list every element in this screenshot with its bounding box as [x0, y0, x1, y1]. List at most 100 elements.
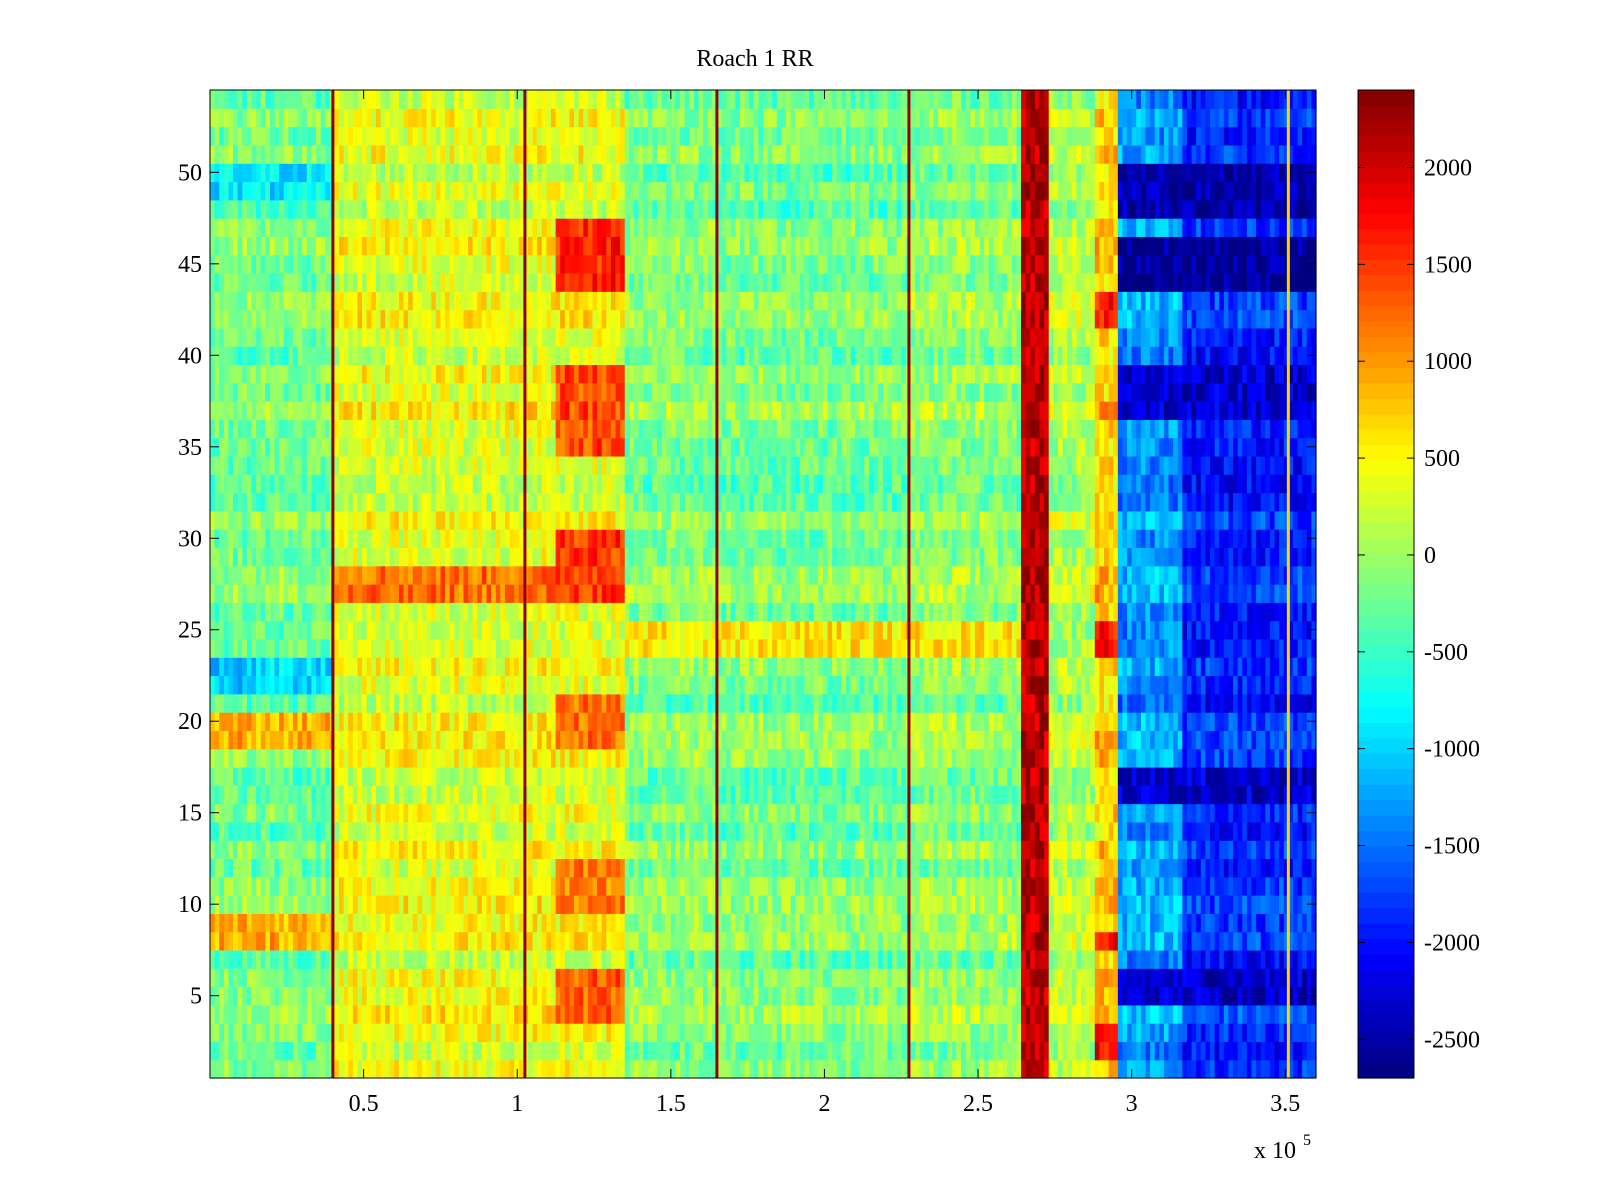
heatmap-cell: [901, 840, 907, 860]
heatmap-cell: [1274, 876, 1280, 896]
heatmap-cell: [1007, 785, 1013, 805]
heatmap-cell: [965, 876, 971, 896]
heatmap-cell: [915, 858, 921, 878]
heatmap-cell: [1311, 949, 1317, 969]
heatmap-cell: [744, 913, 750, 933]
heatmap-cell: [1025, 1041, 1031, 1061]
heatmap-cell: [601, 785, 607, 805]
heatmap-cell: [1104, 712, 1110, 731]
heatmap-cell: [1039, 1004, 1045, 1024]
heatmap-cell: [716, 949, 723, 969]
heatmap-cell: [1048, 876, 1054, 896]
heatmap-cell: [804, 712, 810, 731]
heatmap-cell: [1002, 748, 1008, 768]
heatmap-cell: [1034, 931, 1041, 951]
heatmap-cell: [910, 931, 916, 951]
heatmap-cell: [348, 840, 354, 860]
heatmap-cell: [601, 1041, 607, 1061]
heatmap-cell: [726, 876, 732, 896]
heatmap-cell: [633, 949, 640, 969]
heatmap-cell: [417, 895, 423, 914]
heatmap-cell: [1302, 840, 1308, 860]
heatmap-cell: [592, 1059, 598, 1079]
heatmap-cell: [1117, 858, 1124, 878]
heatmap-cell: [532, 858, 538, 878]
heatmap-cell: [403, 785, 409, 805]
heatmap-cell: [1034, 949, 1041, 969]
heatmap-cell: [246, 949, 253, 969]
heatmap-cell: [233, 949, 239, 969]
heatmap-cell: [693, 876, 700, 896]
heatmap-cell: [938, 895, 944, 914]
heatmap-cell: [587, 895, 594, 914]
heatmap-cell: [1067, 931, 1073, 951]
heatmap-cell: [809, 693, 815, 713]
heatmap-cell: [246, 748, 253, 768]
heatmap-cell: [670, 913, 677, 933]
heatmap-cell: [1237, 895, 1243, 914]
heatmap-cell: [689, 1004, 695, 1024]
heatmap-cell: [1283, 949, 1289, 969]
heatmap-cell: [288, 895, 294, 914]
heatmap-cell: [597, 1041, 603, 1061]
heatmap-cell: [735, 968, 741, 988]
heatmap-cell: [615, 949, 621, 969]
heatmap-cell: [1117, 840, 1124, 860]
heatmap-cell: [892, 803, 898, 823]
heatmap-cell: [339, 949, 345, 969]
heatmap-cell: [1048, 840, 1054, 860]
heatmap-cell: [1025, 968, 1031, 988]
heatmap-cell: [629, 712, 635, 731]
heatmap-cell: [1044, 840, 1050, 860]
heatmap-cell: [569, 766, 575, 786]
heatmap-cell: [961, 766, 967, 786]
heatmap-cell: [348, 968, 354, 988]
heatmap-cell: [859, 840, 865, 860]
heatmap-cell: [495, 1004, 501, 1024]
heatmap-cell: [767, 1004, 773, 1024]
heatmap-cell: [246, 986, 253, 1006]
heatmap-cell: [265, 858, 271, 878]
heatmap-cell: [1163, 1059, 1170, 1079]
heatmap-cell: [1168, 1004, 1174, 1024]
heatmap-cell: [283, 1004, 289, 1024]
heatmap-cell: [919, 858, 925, 878]
heatmap-cell: [362, 1004, 368, 1024]
heatmap-cell: [385, 913, 391, 933]
heatmap-cell: [440, 730, 446, 750]
heatmap-cell: [537, 1004, 543, 1024]
heatmap-cell: [873, 1023, 879, 1043]
heatmap-cell: [408, 949, 414, 969]
heatmap-cell: [974, 748, 981, 768]
heatmap-cell: [716, 876, 723, 896]
heatmap-cell: [661, 913, 667, 933]
heatmap-cell: [873, 1004, 879, 1024]
heatmap-cell: [468, 712, 474, 731]
heatmap-cell: [1122, 1023, 1128, 1043]
heatmap-cell: [486, 821, 492, 841]
heatmap-cell: [435, 876, 442, 896]
heatmap-cell: [256, 1004, 262, 1024]
heatmap-cell: [744, 712, 750, 731]
heatmap-cell: [412, 1004, 418, 1024]
heatmap-cell: [366, 821, 372, 841]
heatmap-cell: [500, 693, 506, 713]
heatmap-cell: [859, 931, 865, 951]
heatmap-cell: [657, 1041, 663, 1061]
heatmap-cell: [454, 1059, 460, 1079]
heatmap-cell: [772, 803, 778, 823]
heatmap-cell: [302, 1041, 308, 1061]
heatmap-cell: [1260, 986, 1266, 1006]
heatmap-cell: [878, 1023, 884, 1043]
heatmap-cell: [1242, 803, 1248, 823]
heatmap-cell: [698, 766, 704, 786]
heatmap-cell: [1279, 858, 1285, 878]
heatmap-cell: [827, 986, 833, 1006]
heatmap-cell: [1127, 968, 1133, 988]
heatmap-cell: [417, 1023, 423, 1043]
heatmap-cell: [1150, 858, 1156, 878]
heatmap-cell: [965, 748, 971, 768]
heatmap-cell: [1053, 858, 1059, 878]
heatmap-cell: [592, 840, 598, 860]
heatmap-cell: [454, 730, 460, 750]
